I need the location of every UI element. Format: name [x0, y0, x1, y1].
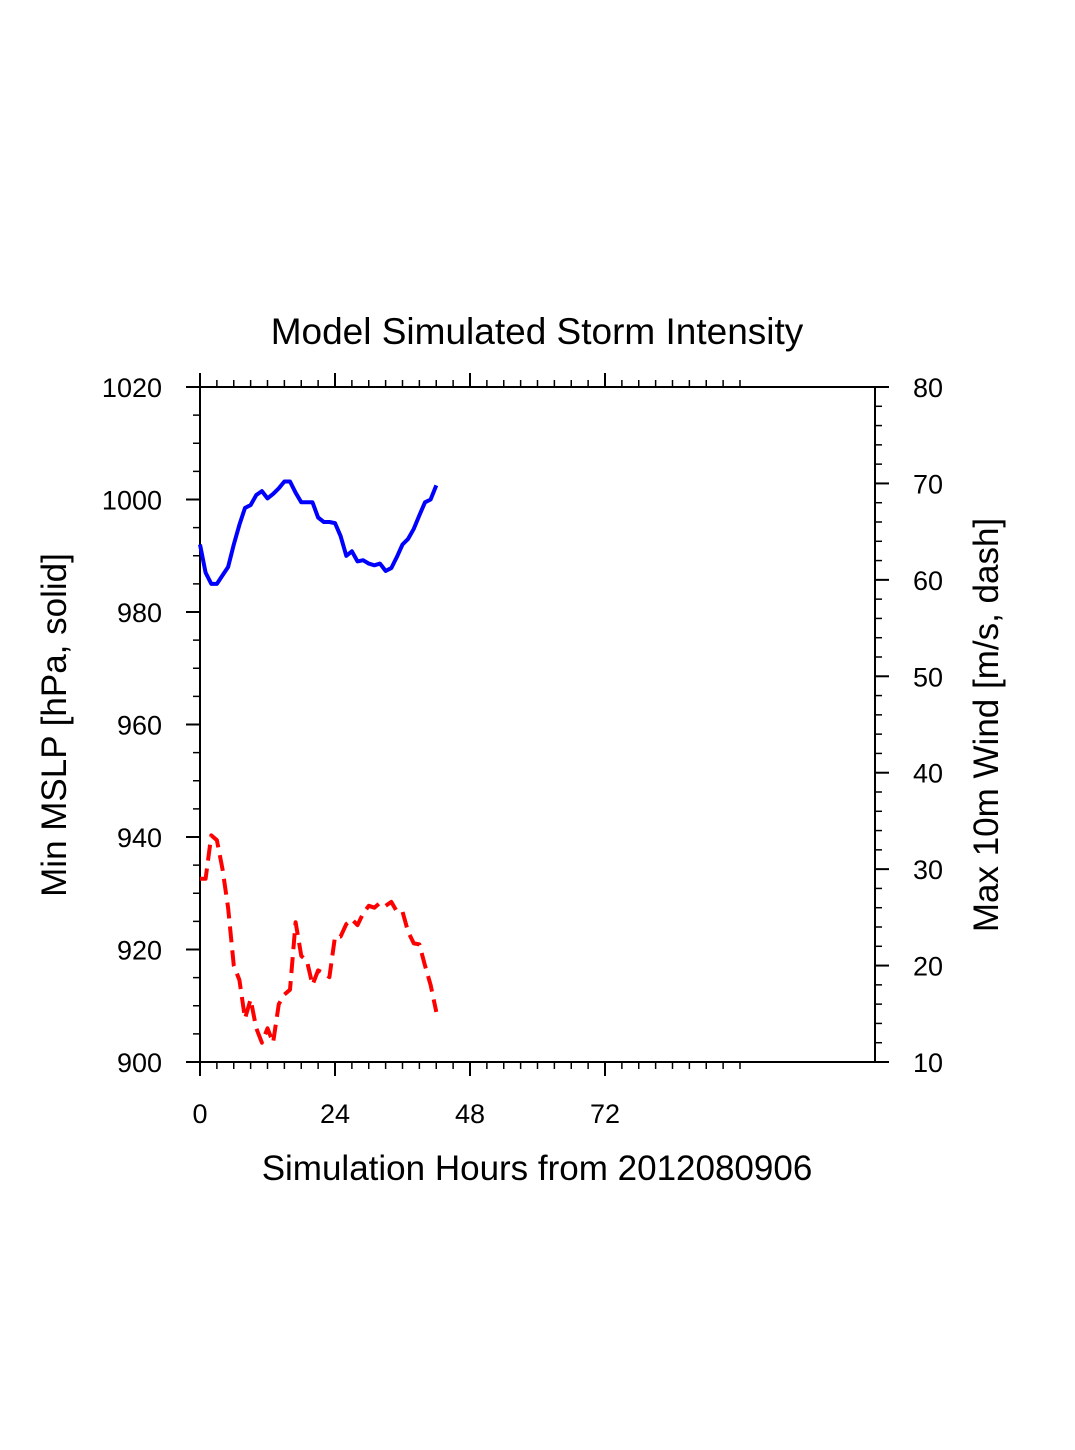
left-tick-label: 900	[117, 1048, 162, 1078]
right-tick-label: 80	[913, 373, 943, 403]
min-mslp-series-line	[198, 479, 439, 586]
x-axis-title: Simulation Hours from 2012080906	[262, 1149, 813, 1188]
left-tick-label: 1000	[102, 486, 162, 516]
right-tick-label: 50	[913, 662, 943, 692]
right-tick-label: 60	[913, 566, 943, 596]
tick-labels: 0 24 48 72900920940960980100010201020304050…	[102, 373, 943, 1129]
plot-frame	[199, 386, 876, 1063]
right-tick-label: 30	[913, 855, 943, 885]
left-tick-label: 960	[117, 711, 162, 741]
left-y-axis-title: Min MSLP [hPa, solid]	[35, 553, 74, 897]
right-tick-label: 40	[913, 759, 943, 789]
chart-title: Model Simulated Storm Intensity	[271, 311, 804, 352]
data-series	[198, 479, 439, 1045]
left-tick-label: 1020	[102, 373, 162, 403]
right-y-axis-title: Max 10m Wind [m/s, dash]	[967, 518, 1006, 932]
x-tick-label: 0	[192, 1099, 207, 1129]
x-tick-label: 24	[320, 1099, 350, 1129]
left-tick-label: 920	[117, 936, 162, 966]
left-tick-label: 980	[117, 598, 162, 628]
x-tick-label: 48	[455, 1099, 485, 1129]
max-wind-series-line	[200, 833, 439, 1045]
right-tick-label: 10	[913, 1048, 943, 1078]
tick-marks	[186, 373, 889, 1076]
x-tick-label: 72	[590, 1099, 620, 1129]
right-tick-label: 70	[913, 469, 943, 499]
left-tick-label: 940	[117, 823, 162, 853]
right-tick-label: 20	[913, 952, 943, 982]
